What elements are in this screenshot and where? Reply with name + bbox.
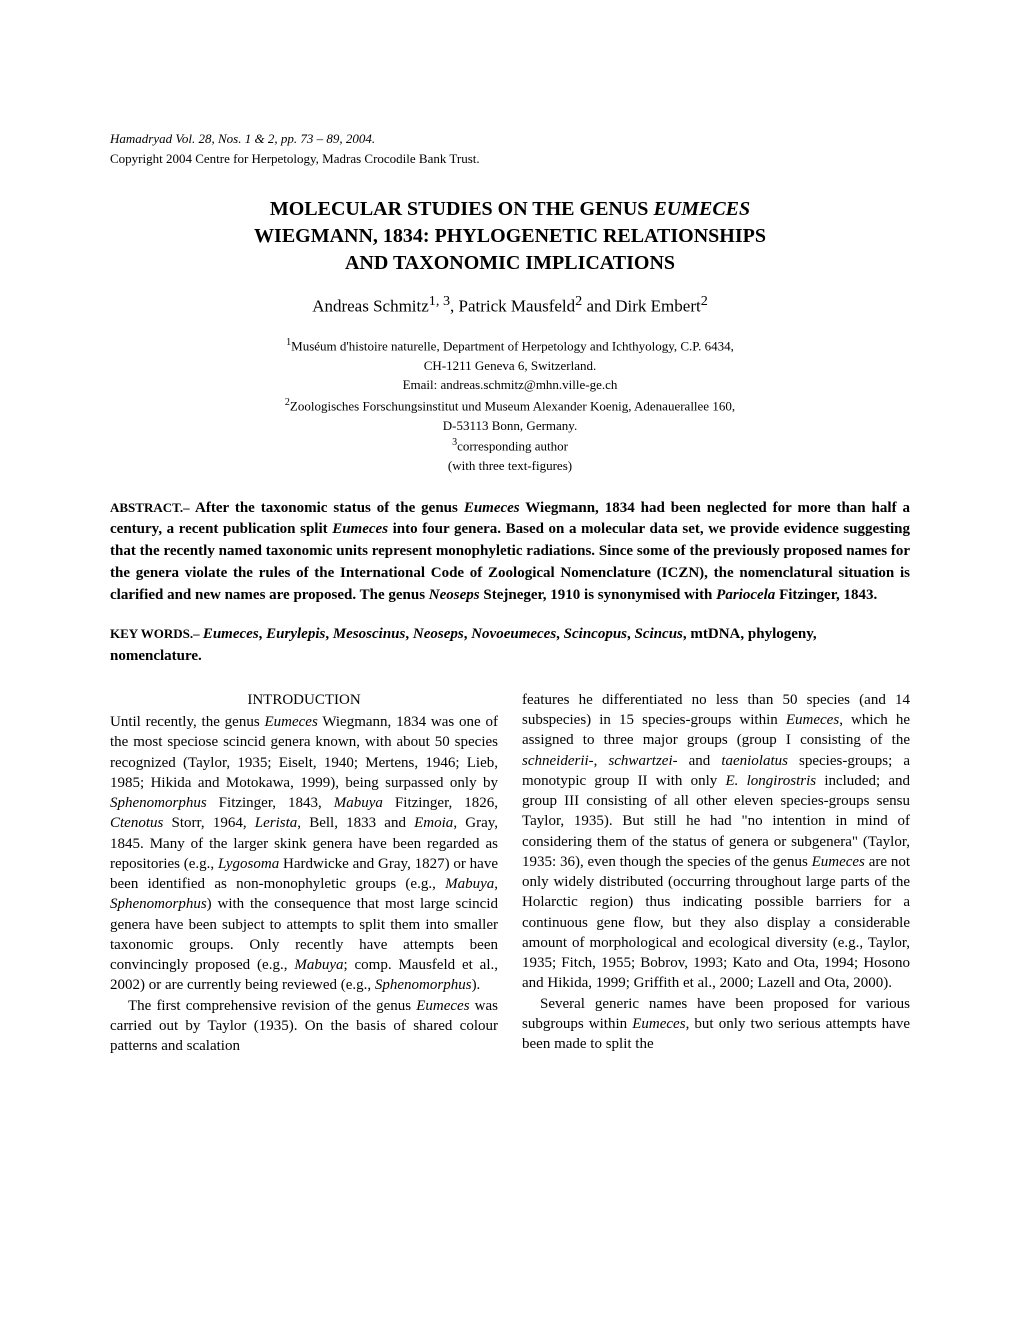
intro-p3: Several generic names have been proposed… (522, 994, 910, 1055)
article-title: MOLECULAR STUDIES ON THE GENUS EUMECES W… (110, 196, 910, 277)
journal-citation: Hamadryad Vol. 28, Nos. 1 & 2, pp. 73 – … (110, 130, 910, 148)
intro-p2: The first comprehensive revision of the … (110, 996, 498, 1057)
copyright-line: Copyright 2004 Centre for Herpetology, M… (110, 150, 910, 168)
authors-line: Andreas Schmitz1, 3, Patrick Mausfeld2 a… (110, 293, 910, 317)
intro-p1: Until recently, the genus Eumeces Wiegma… (110, 712, 498, 996)
left-column: INTRODUCTION Until recently, the genus E… (110, 690, 498, 1057)
abstract: ABSTRACT.– After the taxonomic status of… (110, 498, 910, 607)
intro-p2-cont: features he differentiated no less than … (522, 690, 910, 994)
right-column: features he differentiated no less than … (522, 690, 910, 1057)
journal-vol: Vol. 28, Nos. 1 & 2, pp. 73 – 89, 2004. (175, 131, 375, 146)
keywords: KEY WORDS.– Eumeces, Eurylepis, Mesoscin… (110, 624, 910, 668)
affiliations: 1Muséum d'histoire naturelle, Department… (110, 335, 910, 475)
section-heading-introduction: INTRODUCTION (110, 690, 498, 710)
body-columns: INTRODUCTION Until recently, the genus E… (110, 690, 910, 1057)
